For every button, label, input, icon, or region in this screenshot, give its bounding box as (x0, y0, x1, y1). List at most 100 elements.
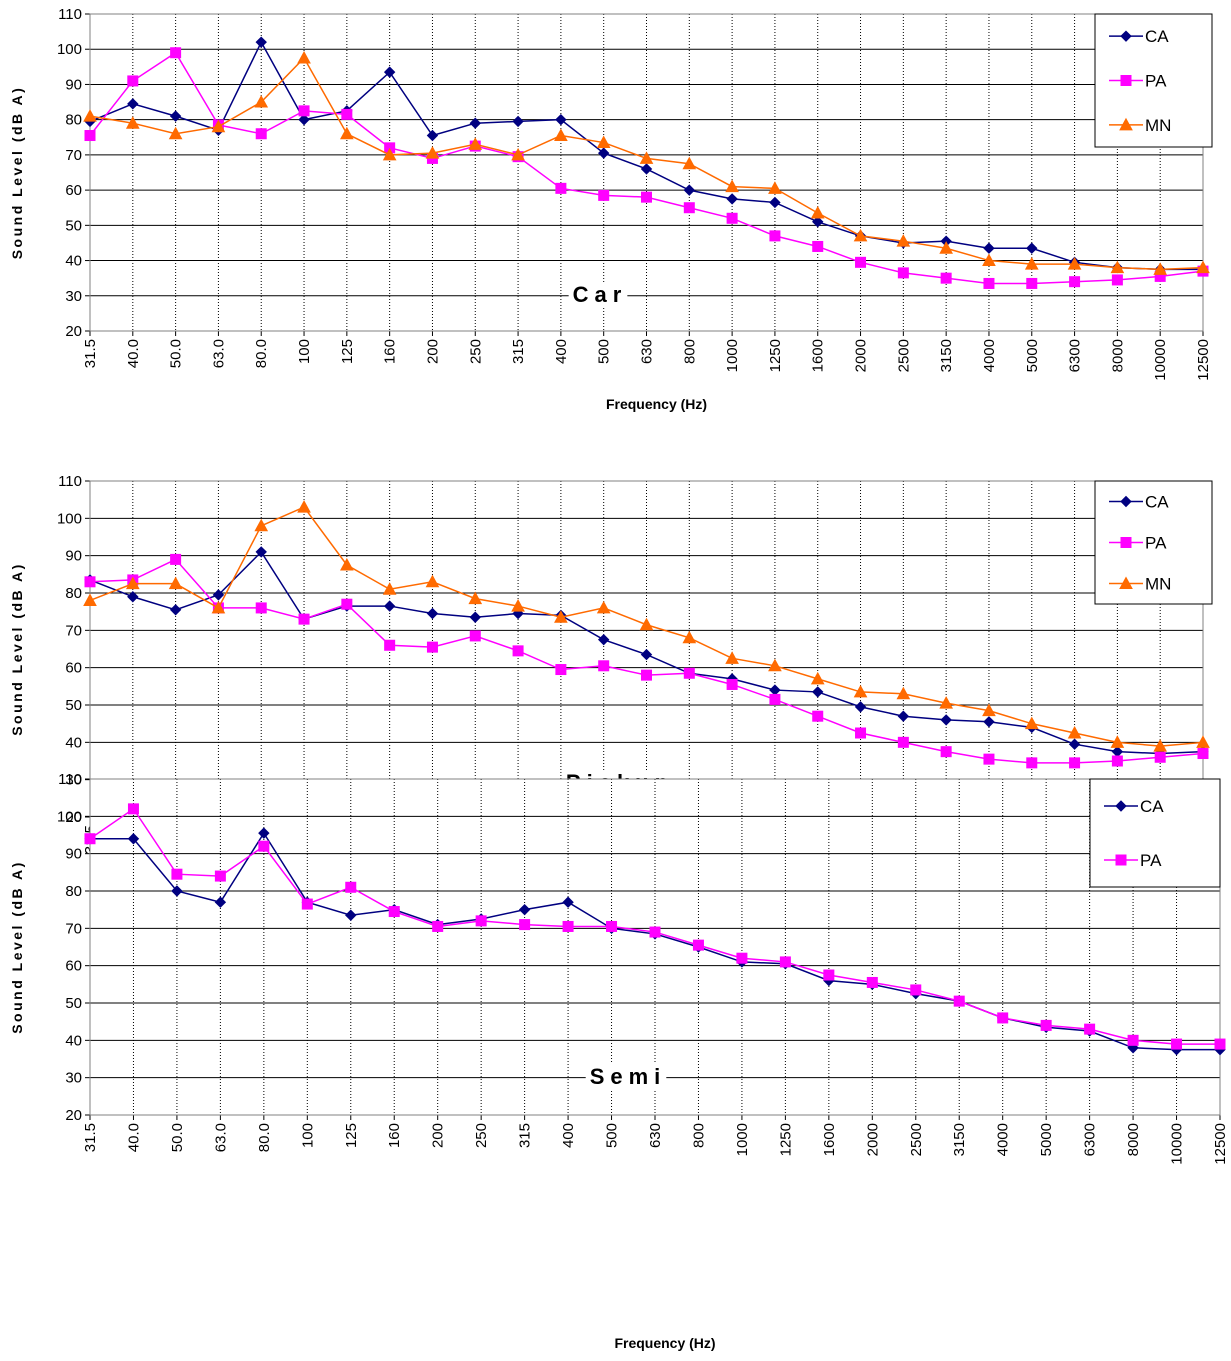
marker (1115, 800, 1127, 812)
x-tick-label: 2000 (864, 1123, 881, 1156)
marker (255, 546, 267, 558)
marker (340, 126, 354, 140)
marker (1196, 735, 1210, 748)
marker (997, 1012, 1009, 1024)
x-tick-label: 400 (560, 1123, 577, 1148)
marker (1197, 748, 1209, 760)
marker (127, 803, 139, 815)
marker (168, 126, 183, 140)
marker (1110, 260, 1125, 274)
marker (254, 95, 269, 108)
y-tick-label: 60 (65, 182, 82, 199)
marker (641, 669, 652, 681)
x-tick-label: 2500 (908, 1123, 925, 1156)
marker (170, 47, 182, 59)
x-tick-label: 40.0 (125, 339, 142, 368)
marker (896, 686, 911, 700)
marker (769, 230, 781, 242)
y-tick-label: 80 (65, 585, 82, 602)
x-tick-label: 160 (386, 1123, 403, 1148)
marker (518, 903, 531, 916)
marker (297, 500, 311, 513)
marker (725, 651, 739, 664)
x-tick-label: 1250 (777, 1123, 794, 1156)
marker (982, 703, 996, 717)
marker (214, 870, 226, 882)
marker (726, 193, 738, 205)
marker (341, 598, 353, 610)
y-tick-label: 100 (57, 808, 82, 825)
marker (983, 753, 995, 765)
marker (512, 115, 524, 128)
marker (1069, 757, 1081, 769)
marker (384, 639, 396, 651)
x-tick-label: 80.0 (256, 1123, 273, 1152)
marker (1026, 242, 1038, 254)
marker (255, 602, 267, 614)
marker (511, 147, 525, 161)
marker (1171, 1038, 1183, 1050)
x-tick-label: 315 (517, 1123, 534, 1148)
y-tick-label: 80 (65, 112, 82, 129)
x-tick-label: 2000 (853, 339, 870, 372)
marker (853, 228, 868, 242)
marker (554, 128, 568, 142)
marker (983, 242, 995, 254)
marker (1154, 751, 1166, 763)
x-tick-label: 100 (299, 1123, 316, 1148)
y-tick-label: 30 (65, 1070, 82, 1087)
x-tick-label: 200 (424, 339, 441, 364)
x-tick-label: 5000 (1024, 339, 1041, 372)
marker (640, 163, 653, 175)
marker (383, 600, 396, 612)
marker (897, 710, 910, 722)
marker (298, 613, 310, 625)
x-tick-label: 1000 (734, 1123, 751, 1156)
marker (855, 256, 867, 268)
marker (769, 693, 781, 705)
y-axis-title: Sound Level (dB A) (9, 562, 25, 736)
marker (127, 591, 139, 603)
marker (598, 660, 610, 672)
x-tick-label: 100 (296, 339, 313, 364)
marker (953, 995, 965, 1007)
x-tick-label: 500 (604, 1123, 621, 1148)
marker (812, 216, 824, 228)
legend-label: PA (1145, 534, 1167, 553)
marker (555, 664, 567, 676)
marker (1119, 117, 1133, 131)
marker (301, 898, 313, 910)
marker (823, 969, 835, 981)
y-tick-label: 40 (65, 253, 82, 270)
marker (562, 896, 574, 908)
marker (469, 611, 481, 623)
y-tick-label: 80 (65, 883, 82, 900)
marker (297, 50, 311, 64)
marker (125, 116, 140, 129)
x-tick-label: 80.0 (253, 339, 270, 368)
x-tick-label: 4000 (981, 339, 998, 372)
marker (475, 915, 487, 927)
marker (382, 582, 397, 595)
y-tick-label: 50 (65, 697, 82, 714)
marker (84, 576, 96, 588)
marker (426, 607, 439, 620)
marker (426, 641, 438, 653)
x-tick-label: 1250 (767, 339, 784, 372)
marker (897, 736, 909, 748)
marker (726, 678, 738, 690)
marker (597, 633, 610, 646)
x-tick-label: 31.5 (82, 339, 99, 368)
x-tick-label: 1600 (821, 1123, 838, 1156)
marker (555, 113, 567, 126)
legend-label: CA (1145, 493, 1169, 512)
marker (512, 607, 524, 620)
legend-box (1089, 778, 1221, 888)
marker (910, 984, 922, 996)
marker (426, 129, 439, 142)
marker (939, 241, 953, 254)
x-tick-label: 12500 (1212, 1123, 1229, 1165)
x-tick-label: 4000 (995, 1123, 1012, 1156)
marker (211, 600, 226, 614)
